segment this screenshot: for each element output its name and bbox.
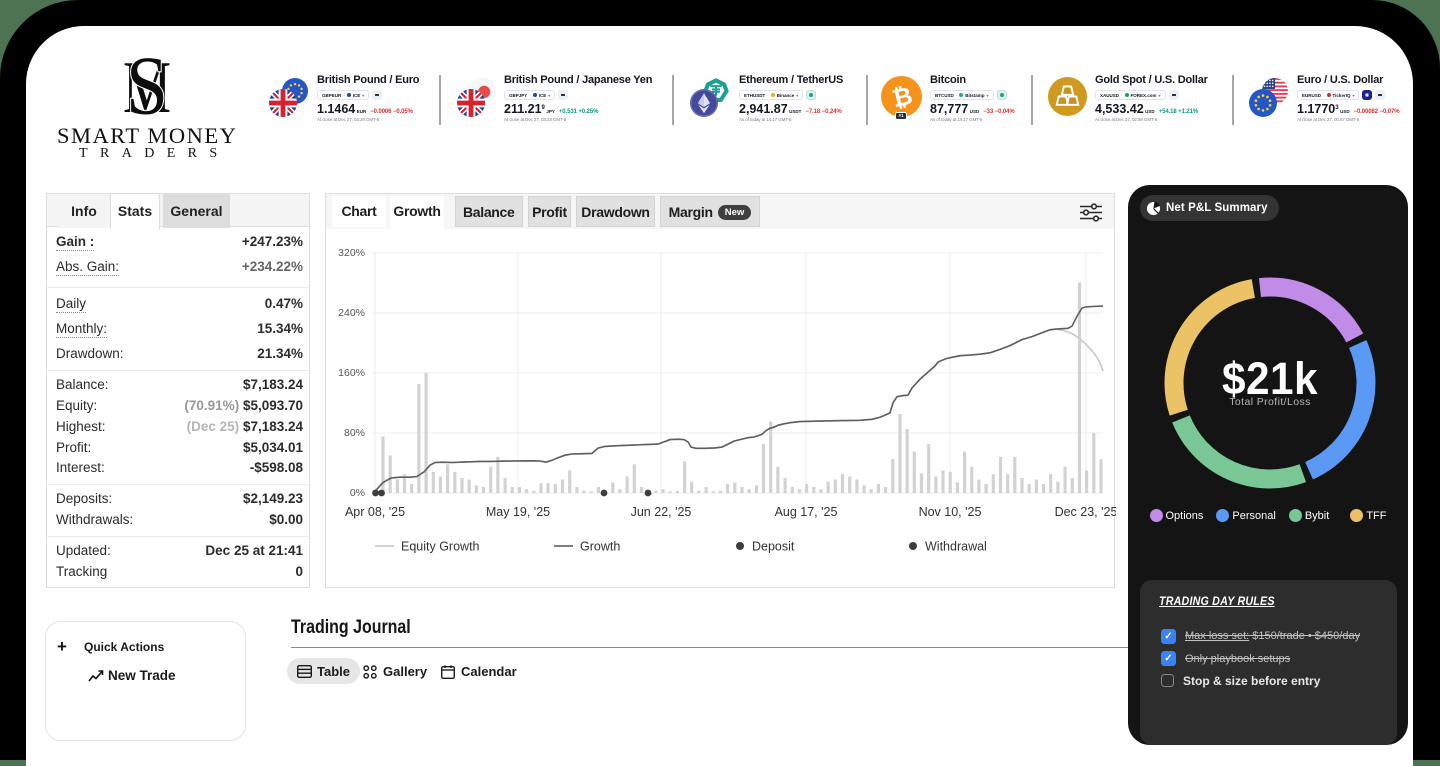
svg-text:Nov 10, '25: Nov 10, '25	[919, 505, 982, 519]
svg-text:320%: 320%	[338, 247, 365, 259]
svg-text:S: S	[126, 55, 168, 117]
svg-text:Equity Growth: Equity Growth	[401, 540, 480, 554]
svg-text:Deposit: Deposit	[752, 540, 795, 554]
svg-text:May 19, '25: May 19, '25	[486, 505, 550, 519]
svg-text:M: M	[123, 55, 171, 117]
svg-text:160%: 160%	[338, 367, 365, 379]
svg-text:240%: 240%	[338, 307, 365, 319]
svg-text:80%: 80%	[344, 427, 365, 439]
svg-text:Withdrawal: Withdrawal	[925, 540, 987, 554]
svg-text:Dec 23, '25: Dec 23, '25	[1055, 505, 1116, 519]
svg-text:0%: 0%	[350, 487, 365, 499]
svg-text:Jun 22, '25: Jun 22, '25	[631, 505, 692, 519]
svg-text:Aug 17, '25: Aug 17, '25	[775, 505, 838, 519]
svg-text:Apr 08, '25: Apr 08, '25	[345, 505, 405, 519]
svg-text:Growth: Growth	[580, 540, 620, 554]
